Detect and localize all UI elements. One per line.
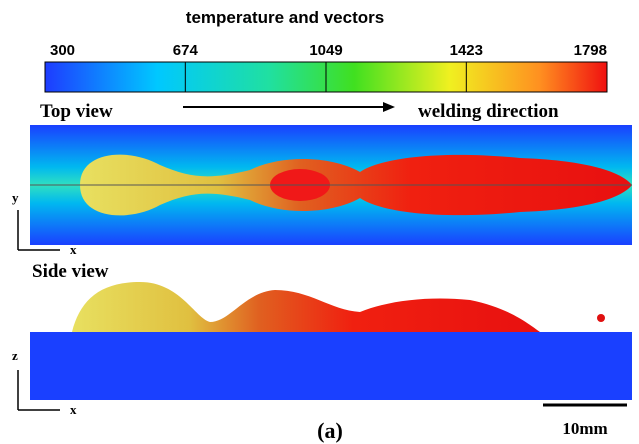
side-axes — [17, 370, 60, 411]
top-view-label: Top view — [40, 101, 113, 122]
direction-label: welding direction — [418, 101, 559, 122]
axis-label: y — [12, 190, 19, 205]
caption: (a) — [317, 418, 343, 443]
top-view-image — [30, 125, 632, 245]
axis-label: x — [70, 242, 77, 257]
tick-label: 1049 — [309, 42, 342, 59]
tick-label: 674 — [173, 42, 199, 59]
axis-label: x — [70, 402, 77, 417]
scale-label: 10mm — [562, 419, 607, 438]
top-axes — [17, 210, 60, 251]
side-view-image — [30, 282, 632, 400]
tick-label: 1423 — [450, 42, 483, 59]
tick-label: 300 — [50, 42, 75, 59]
tick-label: 1798 — [574, 42, 607, 59]
arrow-head — [383, 102, 395, 112]
colorbar-title: temperature and vectors — [186, 8, 384, 27]
axis-label: z — [12, 348, 18, 363]
side-view-label: Side view — [32, 261, 109, 282]
